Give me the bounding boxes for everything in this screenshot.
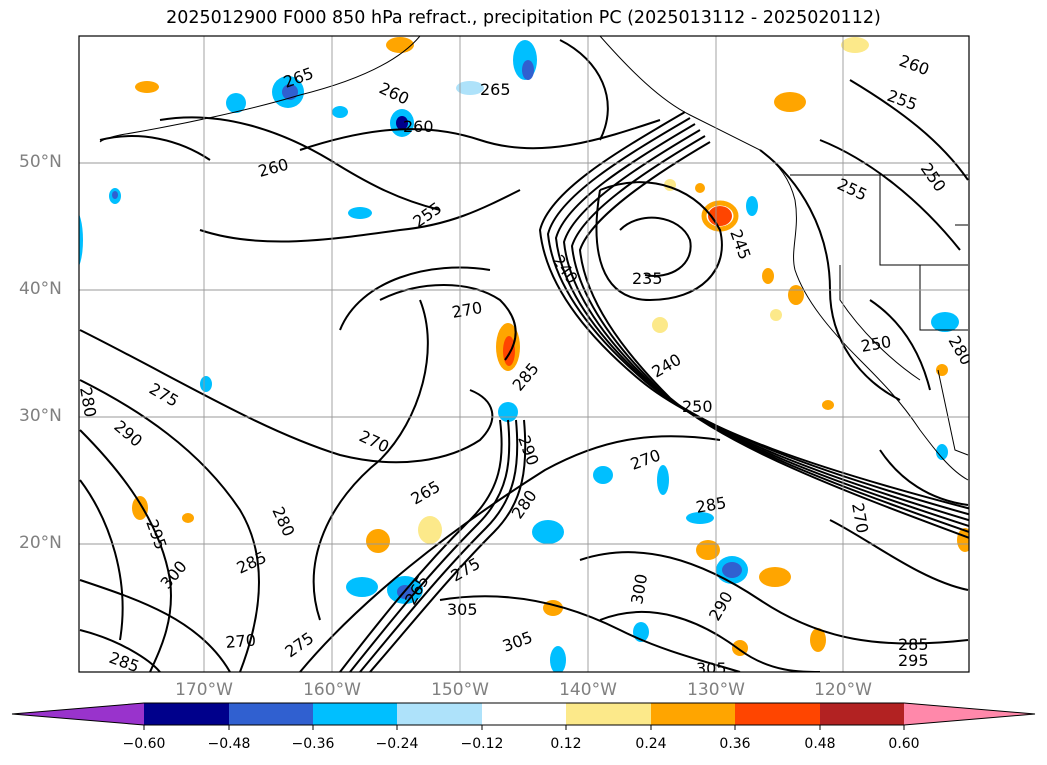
lat-label-50n: 50°N [19,152,62,172]
contour-label: 250 [682,397,713,416]
colorbar-segment [820,703,904,725]
colorbar-tick-label: −0.36 [291,736,335,752]
refractivity-contours [79,39,969,672]
colorbar-tick-label: 0.48 [804,736,836,752]
contour-label: 305 [696,659,727,678]
figure-title: 2025012900 F000 850 hPa refract., precip… [166,8,881,28]
colorbar-segment [735,703,820,725]
lon-label-170w: 170°W [175,680,233,700]
lon-label-150w: 150°W [431,680,489,700]
colorbar-low-extend [12,703,144,725]
colorbar-tick-label: 0.24 [635,736,667,752]
colorbar-segment [397,703,482,725]
colorbar-tick-label: 0.36 [719,736,751,752]
colorbar-tick-label: −0.60 [122,736,166,752]
colorbar-segment [144,703,229,725]
colorbar-segment [229,703,313,725]
lat-label-40n: 40°N [19,279,62,299]
lon-label-140w: 140°W [559,680,617,700]
colorbar-segment [313,703,397,725]
contour-label-group: 265 260 265 260 260 260 255 255 250 255 … [76,51,969,678]
map-gridlines [79,36,969,672]
contour-label: 295 [898,651,929,670]
colorbar-segment [651,703,735,725]
colorbar-tick-label: 0.12 [550,736,582,752]
colorbar-high-extend [904,703,1035,725]
colorbar-segment [566,703,651,725]
lon-label-160w: 160°W [303,680,361,700]
lat-label-20n: 20°N [19,533,62,553]
lat-label-30n: 30°N [19,406,62,426]
contour-label: 270 [225,630,257,652]
contour-label: 265 [480,80,511,99]
map-background [79,36,969,672]
contour-label: 280 [76,385,100,418]
colorbar-tick-label: −0.24 [375,736,419,752]
colorbar-segment [482,703,566,725]
colorbar-tick-label: −0.12 [460,736,504,752]
contour-label: 285 [898,635,929,654]
lon-label-130w: 130°W [687,680,745,700]
contour-label: 235 [632,269,663,288]
map-frame [78,35,970,673]
colorbar-tick-label: 0.60 [888,736,920,752]
contour-label: 260 [403,117,434,136]
contour-label: 305 [447,600,478,619]
colorbar-tick-label: −0.48 [207,736,251,752]
coastline [99,36,969,481]
lon-label-120w: 120°W [814,680,872,700]
colorbar [11,702,1036,730]
